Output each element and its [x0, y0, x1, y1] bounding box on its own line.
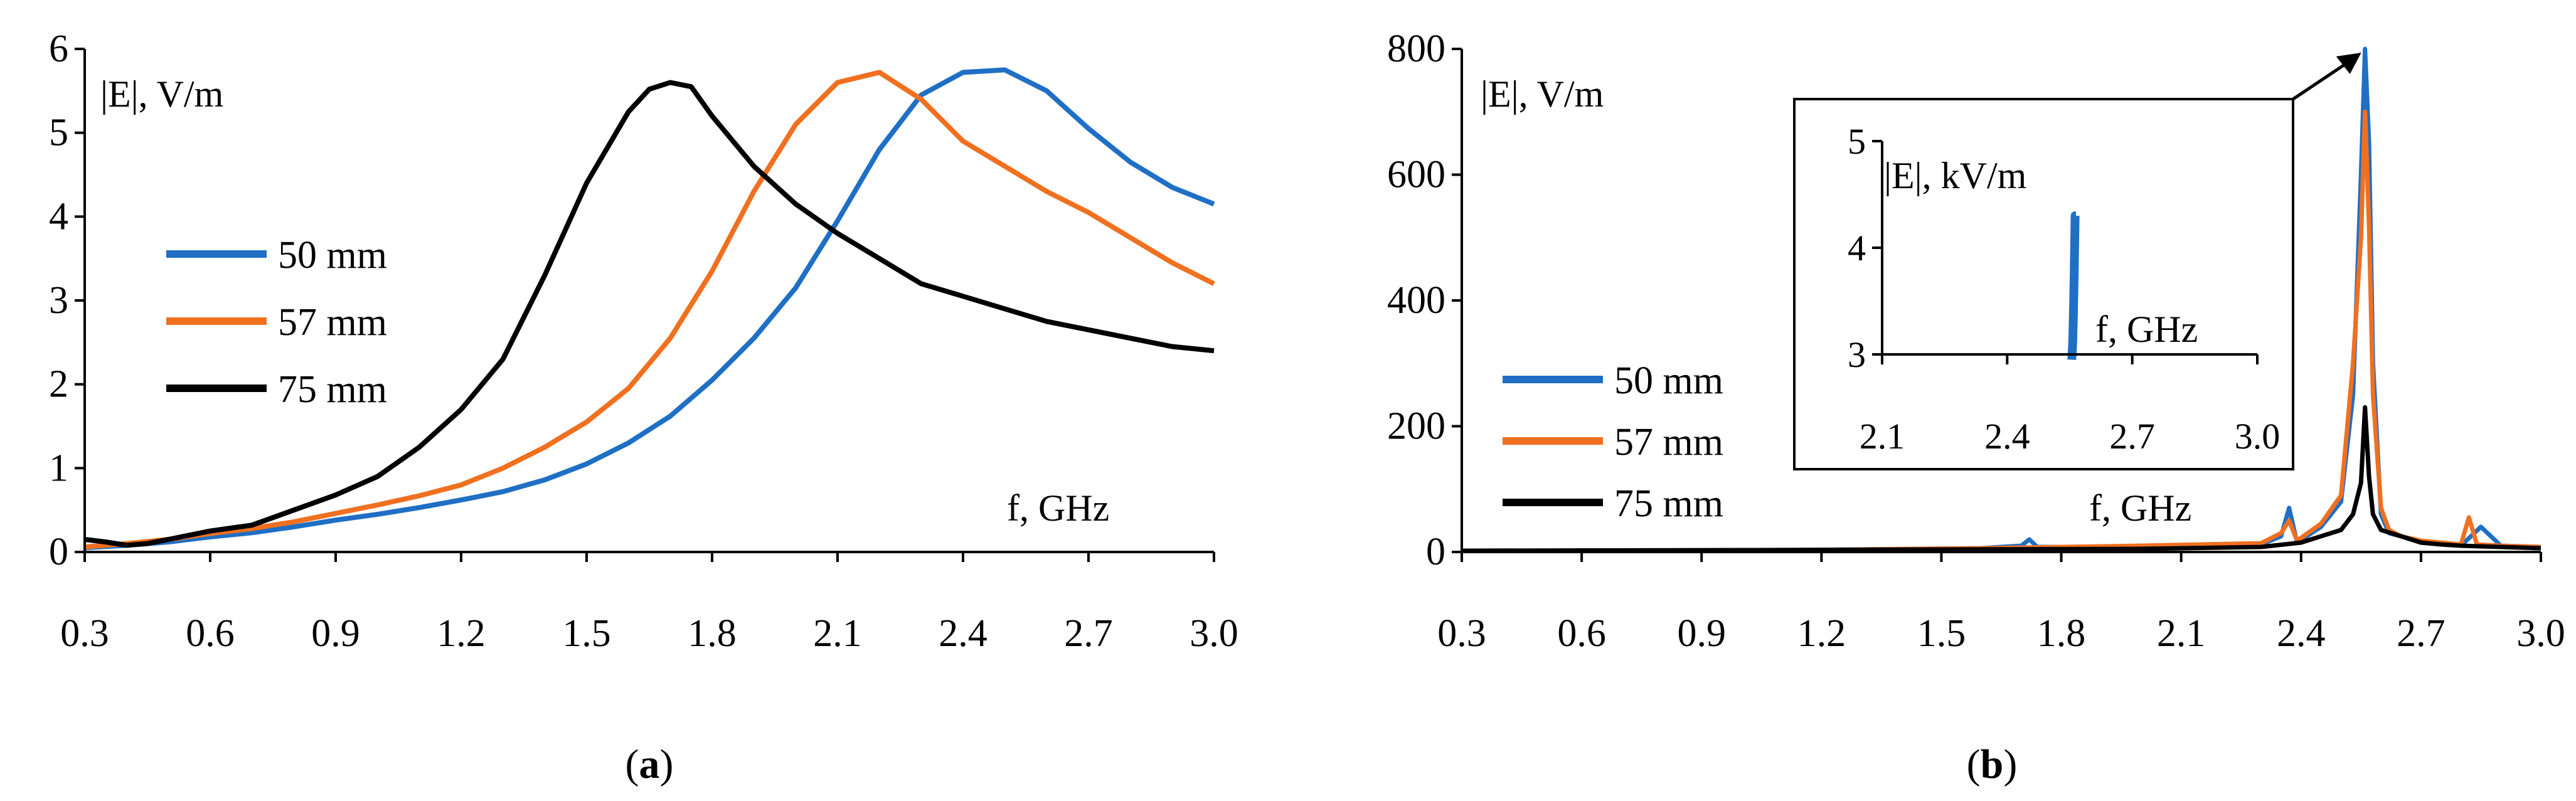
panel-b-x-tick-label: 0.6 [1557, 612, 1606, 655]
panel-b-chart: 0 200 400 600 800 0.3 0.6 0.9 1.2 1.5 1.8 2.1 2.4 2.7… [1387, 28, 2565, 787]
panel-a-y-tick-label: 4 [49, 195, 68, 238]
panel-b-inset: 3 4 5 2.1 2.4 2.7 3.0 |E|, kV/m f, GHz [1793, 98, 2294, 470]
panel-b-y-tick-label: 200 [1387, 405, 1445, 448]
inset-x-tick-label: 2.7 [2109, 416, 2155, 457]
panel-a-y-tick-label: 3 [49, 279, 68, 322]
panel-a-series-line-50-mm [84, 67, 1215, 551]
panel-b-label: (b) [1967, 741, 2018, 787]
panel-a-y-tick-label: 6 [49, 28, 68, 70]
panel-b-x-tick-label: 0.9 [1677, 612, 1726, 655]
panel-b-legend-label: 75 mm [1614, 482, 1723, 525]
panel-b-legend-label: 57 mm [1614, 421, 1723, 464]
panel-a-legend-label: 75 mm [278, 368, 387, 411]
inset-y-tick-label: 5 [1848, 121, 1866, 162]
panel-a-x-tick-label: 0.9 [311, 612, 360, 655]
panel-a-x-tick-label: 2.7 [1064, 612, 1113, 655]
panel-a-legend: 50 mm 57 mm 75 mm [166, 234, 387, 411]
inset-x-axis-label: f, GHz [2095, 309, 2198, 350]
panel-b-x-tick-label: 1.5 [1917, 612, 1966, 655]
panel-b-y-tick-label: 0 [1426, 531, 1445, 573]
panel-a-legend-label: 50 mm [278, 234, 387, 277]
panel-a-x-tick-label: 1.5 [562, 612, 611, 655]
panel-a-chart: 0 1 2 3 4 5 6 0.3 0.6 0.9 1.2 1.5 1.8 2.1 2.4 2.7 3.0 |E… [49, 28, 1238, 787]
panel-b-series-line-75-mm [1461, 405, 2541, 553]
inset-y-axis-label: |E|, kV/m [1884, 155, 2026, 196]
panel-a-x-tick-label: 0.3 [60, 612, 109, 655]
panel-a-legend-label: 57 mm [278, 301, 387, 344]
panel-b-x-tick-label: 2.1 [2157, 612, 2206, 655]
inset-arrow-line [2292, 58, 2353, 101]
panel-b-x-tick-label: 1.8 [2037, 612, 2086, 655]
panel-a-x-tick-label: 0.6 [186, 612, 235, 655]
inset-arrow-head [2336, 53, 2361, 74]
panel-b-x-tick-label: 3.0 [2516, 612, 2565, 655]
panel-a-y-tick-label: 2 [49, 363, 68, 406]
panel-a-y-tick-label: 5 [49, 112, 68, 154]
panel-b-y-tick-label: 400 [1387, 279, 1445, 322]
panel-a-y-tick-label: 0 [49, 531, 68, 573]
panel-a-x-tick-label: 3.0 [1190, 612, 1238, 655]
panel-a-label: (a) [625, 741, 674, 787]
panel-b-y-axis-label: |E|, V/m [1481, 73, 1604, 115]
panel-a-y-tick-label: 1 [49, 447, 68, 489]
panel-b-x-tick-label: 2.4 [2277, 612, 2326, 655]
inset-pointer-arrow [2292, 53, 2361, 101]
panel-b-y-tick-label: 600 [1387, 154, 1445, 196]
panel-a-series-line-57-mm [84, 70, 1215, 549]
panel-a-x-tick-label: 1.2 [437, 612, 486, 655]
inset-x-tick-label: 2.4 [1984, 416, 2030, 457]
inset-series-line-50-mm [2067, 211, 2080, 360]
inset-y-tick-label: 3 [1848, 334, 1866, 375]
inset-frame [1793, 98, 2294, 470]
panel-a-x-tick-label: 2.4 [939, 612, 987, 655]
panel-b-legend-label: 50 mm [1614, 359, 1723, 402]
panel-a-x-tick-label: 2.1 [813, 612, 862, 655]
panel-a-series-line-75-mm [84, 80, 1215, 548]
inset-y-tick-label: 4 [1848, 228, 1866, 268]
panel-b-x-tick-label: 2.7 [2397, 612, 2446, 655]
panel-a-y-axis-label: |E|, V/m [100, 73, 223, 115]
panel-a-x-axis-label: f, GHz [1007, 487, 1109, 529]
panel-b-x-tick-label: 0.3 [1437, 612, 1486, 655]
panel-b-y-tick-label: 800 [1387, 28, 1445, 70]
inset-x-tick-label: 2.1 [1860, 416, 1905, 457]
panel-a-x-tick-label: 1.8 [688, 612, 737, 655]
panel-b-legend: 50 mm 57 mm 75 mm [1503, 359, 1723, 525]
inset-x-tick-label: 3.0 [2235, 416, 2281, 457]
panel-b-x-tick-label: 1.2 [1797, 612, 1846, 655]
panel-b-x-axis-label: f, GHz [2089, 487, 2191, 529]
